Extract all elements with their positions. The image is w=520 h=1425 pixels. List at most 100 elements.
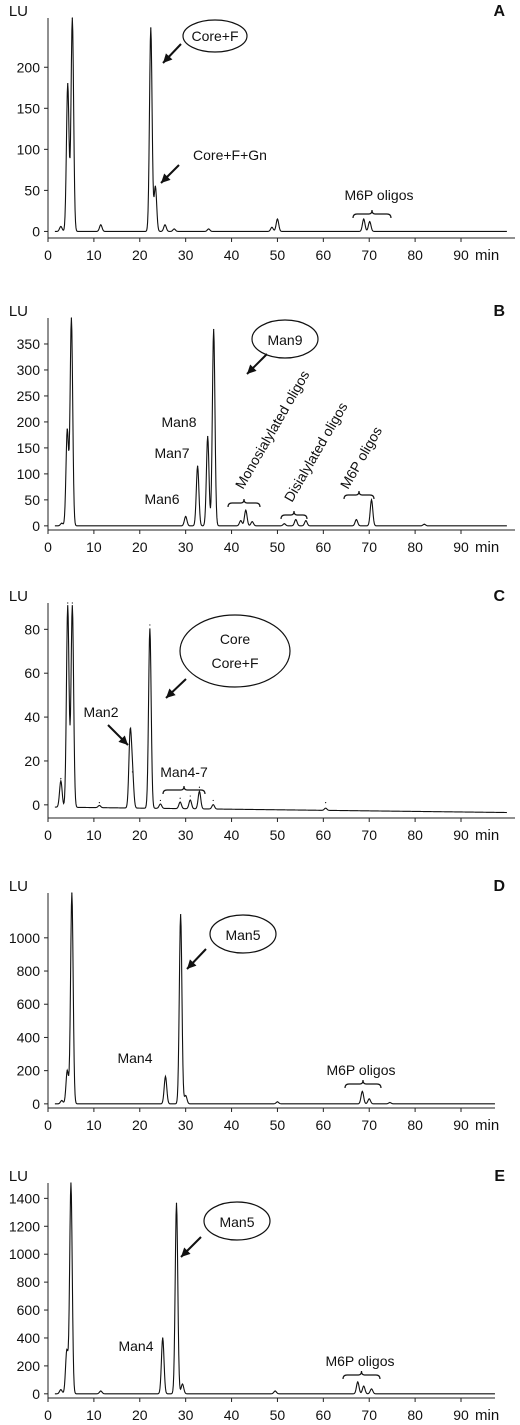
peak-apex bbox=[162, 1337, 164, 1339]
annotation-arrow-head bbox=[118, 735, 128, 745]
chromatogram-trace bbox=[54, 1182, 495, 1395]
peak-apex bbox=[370, 1388, 373, 1390]
annotation-brace bbox=[280, 510, 308, 520]
x-unit-label: min bbox=[475, 539, 499, 556]
peak-apex bbox=[198, 786, 201, 788]
peak-apex bbox=[60, 777, 62, 780]
peak-apex bbox=[60, 1389, 62, 1391]
annotation-brace bbox=[352, 209, 392, 219]
peak-apex bbox=[355, 519, 357, 521]
y-tick-label: 0 bbox=[32, 797, 40, 813]
x-tick-label: 0 bbox=[44, 827, 52, 843]
peak-apex bbox=[276, 1101, 279, 1103]
annotation-arrow-head bbox=[247, 364, 257, 374]
peak-apex bbox=[274, 1390, 276, 1392]
x-tick-label: 30 bbox=[178, 1407, 194, 1423]
y-tick-label: 60 bbox=[24, 665, 40, 681]
x-tick-label: 30 bbox=[178, 247, 194, 263]
peak-annotation: Man4 bbox=[117, 1050, 152, 1066]
x-tick-label: 60 bbox=[316, 247, 332, 263]
peak-apex bbox=[70, 317, 73, 319]
peak-apex bbox=[154, 185, 156, 187]
annotation-ellipse bbox=[179, 614, 291, 688]
y-tick-label: 1000 bbox=[9, 930, 40, 946]
annotation-ellipse bbox=[209, 914, 277, 954]
x-tick-label: 50 bbox=[270, 1407, 286, 1423]
y-tick-label: 1400 bbox=[9, 1190, 40, 1206]
peak-annotation: Man7 bbox=[154, 445, 189, 461]
y-tick-label: 200 bbox=[17, 59, 41, 75]
peak-apex bbox=[180, 913, 182, 916]
annotation-arrow-head bbox=[166, 688, 176, 698]
peak-apex bbox=[71, 602, 73, 604]
x-tick-label: 90 bbox=[453, 247, 469, 263]
annotation-arrow-head bbox=[163, 53, 173, 63]
x-tick-label: 80 bbox=[407, 827, 423, 843]
x-tick-label: 50 bbox=[270, 539, 286, 555]
y-tick-label: 800 bbox=[17, 1274, 41, 1290]
peak-apex bbox=[100, 224, 102, 226]
peak-annotation: Man9 bbox=[267, 332, 302, 348]
peak-annotation: Core+F+Gn bbox=[193, 147, 267, 163]
x-tick-label: 40 bbox=[224, 827, 240, 843]
peak-apex bbox=[66, 1070, 68, 1072]
peak-apex bbox=[67, 83, 69, 85]
annotation-brace bbox=[344, 1079, 382, 1089]
peak-apex bbox=[61, 522, 63, 524]
x-tick-label: 60 bbox=[316, 1407, 332, 1423]
panel-c: 0 20 40 60 80 0 10 20 30 40 50 60 70 80 90 min LU C Core Co… bbox=[9, 588, 515, 844]
annotation-brace bbox=[227, 498, 261, 508]
x-tick-label: 0 bbox=[44, 1117, 52, 1133]
x-tick-label: 80 bbox=[407, 1407, 423, 1423]
x-tick-label: 30 bbox=[178, 827, 194, 843]
peak-apex bbox=[276, 218, 279, 220]
peak-annotation: M6P oligos bbox=[325, 1353, 394, 1369]
chromatogram-trace bbox=[54, 317, 507, 527]
peak-annotation: Core+F bbox=[191, 28, 238, 44]
x-tick-label: 90 bbox=[453, 1117, 469, 1133]
y-tick-label: 0 bbox=[32, 223, 40, 239]
peak-apex bbox=[185, 1094, 187, 1097]
peak-apex bbox=[271, 226, 273, 228]
y-tick-label: 150 bbox=[17, 440, 41, 456]
peak-apex bbox=[212, 799, 214, 802]
peak-apex bbox=[245, 509, 247, 511]
x-tick-label: 80 bbox=[407, 1117, 423, 1133]
x-unit-label: min bbox=[475, 1117, 499, 1134]
y-tick-label: 350 bbox=[17, 336, 41, 352]
chromatogram-trace bbox=[54, 17, 507, 232]
peak-apex bbox=[363, 218, 365, 220]
chromatogram-trace bbox=[54, 892, 495, 1105]
annotation-arrow bbox=[186, 948, 207, 970]
panel-letter: B bbox=[493, 303, 505, 320]
peak-apex bbox=[100, 1390, 102, 1392]
peak-apex bbox=[181, 1383, 184, 1385]
peak-apex bbox=[150, 27, 152, 29]
peak-apex bbox=[370, 499, 373, 501]
y-tick-label: 0 bbox=[32, 518, 40, 534]
y-tick-label: 200 bbox=[17, 1063, 41, 1079]
peak-apex bbox=[251, 521, 253, 523]
y-axis-label: LU bbox=[9, 1168, 28, 1185]
annotation-arrow bbox=[160, 164, 180, 184]
x-tick-label: 70 bbox=[361, 1117, 377, 1133]
x-tick-label: 70 bbox=[361, 539, 377, 555]
y-tick-label: 150 bbox=[17, 100, 41, 116]
peak-apex bbox=[423, 523, 425, 525]
x-tick-label: 90 bbox=[453, 827, 469, 843]
peak-apex bbox=[164, 1075, 167, 1078]
peak-annotation: Man6 bbox=[144, 491, 179, 507]
peak-apex bbox=[357, 1381, 359, 1383]
x-tick-label: 20 bbox=[132, 1117, 148, 1133]
peak-annotation: M6P oligos bbox=[326, 1062, 395, 1078]
annotation-ellipse bbox=[203, 1201, 271, 1241]
x-tick-label: 50 bbox=[270, 827, 286, 843]
panel-d: 0 200 400 600 800 1000 0 10 20 30 40 50 60 70 80 90 min L… bbox=[9, 878, 505, 1134]
x-tick-label: 50 bbox=[270, 247, 286, 263]
x-tick-label: 10 bbox=[86, 539, 102, 555]
peak-apex bbox=[363, 1385, 365, 1387]
x-tick-label: 70 bbox=[361, 1407, 377, 1423]
x-tick-label: 90 bbox=[453, 1407, 469, 1423]
x-tick-label: 40 bbox=[224, 247, 240, 263]
